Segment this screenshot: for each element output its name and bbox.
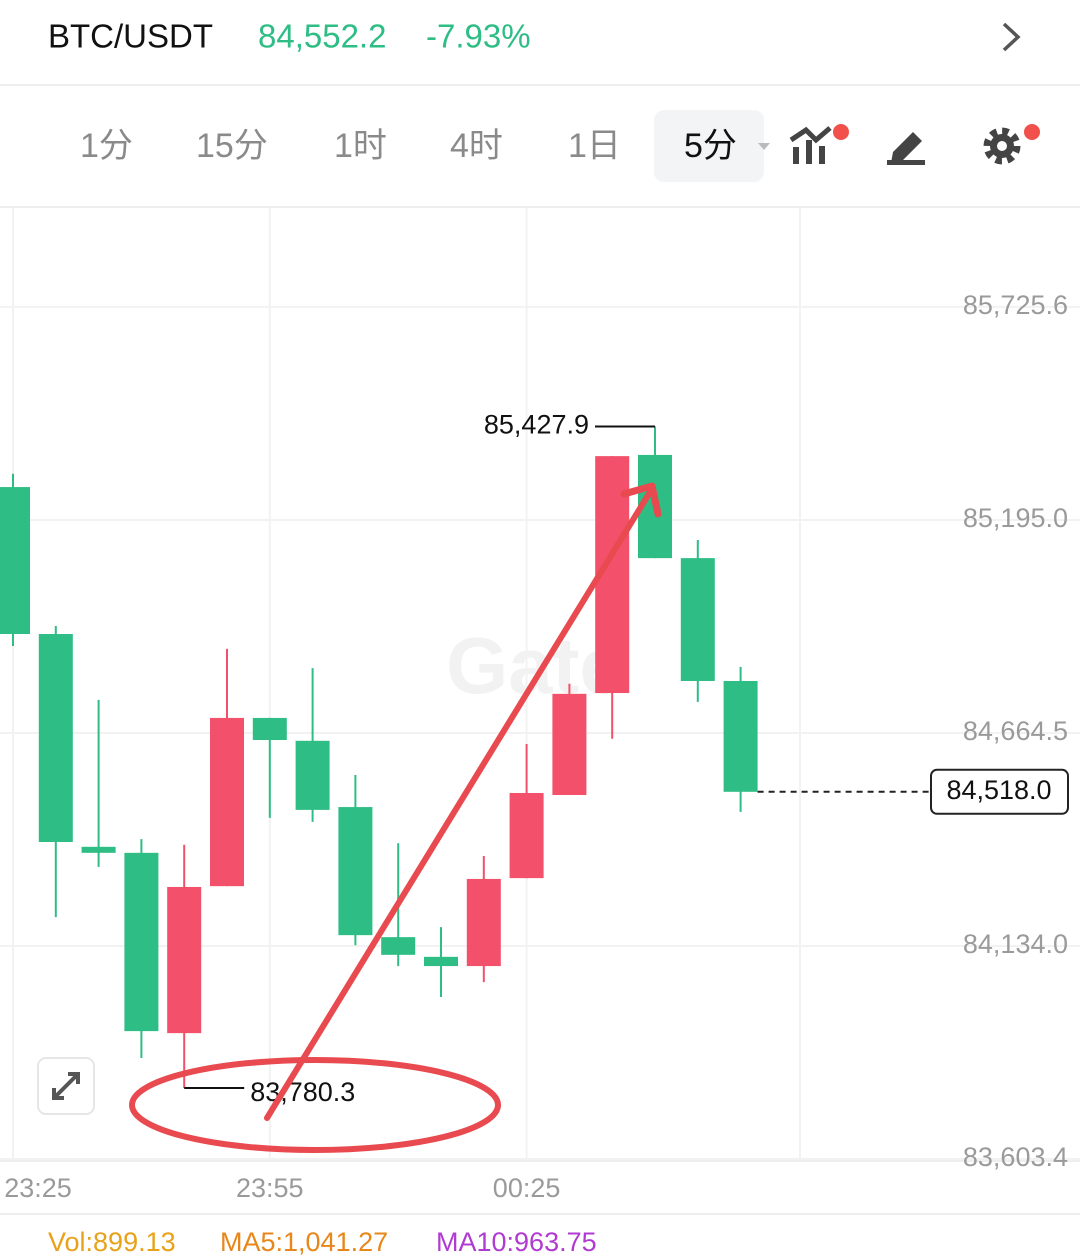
timeframe-tab[interactable]: 1时 [334,127,387,165]
candle-body [680,558,715,681]
indicator-icon[interactable] [789,124,849,164]
candle-body [338,807,373,936]
timeframe-tabs: 1分 15分 1时 4时 1日 [80,127,621,165]
active-tab[interactable]: 5分 [684,127,737,165]
x-tick-label: 23:55 [236,1173,304,1203]
last-price-box [930,768,1069,815]
indicators: Vol:899.13 MA5:1,041.27 MA10:963.75 [48,1227,597,1256]
timeframe-tab[interactable]: 1分 [80,127,133,165]
watermark: Gate [446,621,624,710]
last-price-label: 84,518.0 [946,775,1051,805]
y-tick-label: 84,134.0 [963,929,1068,959]
candle-body [167,886,202,1034]
symbol[interactable]: BTC/USDT [48,18,213,55]
low-marker-label: 83,780.3 [250,1077,355,1107]
candle-body [509,793,544,879]
change: -7.93% [426,18,531,55]
candle-body [466,878,501,967]
y-tick-label: 84,664.5 [963,716,1068,746]
settings-icon[interactable] [983,124,1040,165]
x-tick-label: 00:25 [493,1173,561,1203]
high-marker-label: 85,427.9 [484,410,589,440]
timeframe-tab[interactable]: 4时 [450,127,503,165]
user-annotation [129,482,662,1153]
y-tick-label: 85,195.0 [963,503,1068,533]
candle-body [295,740,330,810]
dropdown-caret [758,143,770,150]
candle-body [723,680,758,792]
expand-button[interactable] [37,1057,95,1115]
candle-body [38,634,73,842]
indicator-value: Vol:899.13 [48,1227,176,1256]
timeframe-tab[interactable]: 1日 [568,127,621,165]
indicator-value: MA5:1,041.27 [220,1227,388,1256]
timeframe-tab[interactable]: 15分 [196,127,268,165]
indicator-value: MA10:963.75 [436,1227,597,1256]
y-tick-label: 83,603.4 [963,1142,1068,1172]
draw-icon[interactable] [887,132,925,165]
y-tick-label: 85,725.6 [963,290,1068,320]
candle-body [81,846,116,853]
candle-body [252,717,287,741]
candle-body [210,717,244,887]
active-tab-bg[interactable] [654,110,764,182]
candle-body [0,487,30,635]
chevron[interactable] [1002,22,1021,52]
candle-body [552,693,587,796]
candle-body [124,852,159,1032]
x-tick-label: 23:25 [4,1173,72,1203]
candle-body [424,956,458,967]
price: 84,552.2 [258,18,386,55]
candle-body [381,937,416,955]
